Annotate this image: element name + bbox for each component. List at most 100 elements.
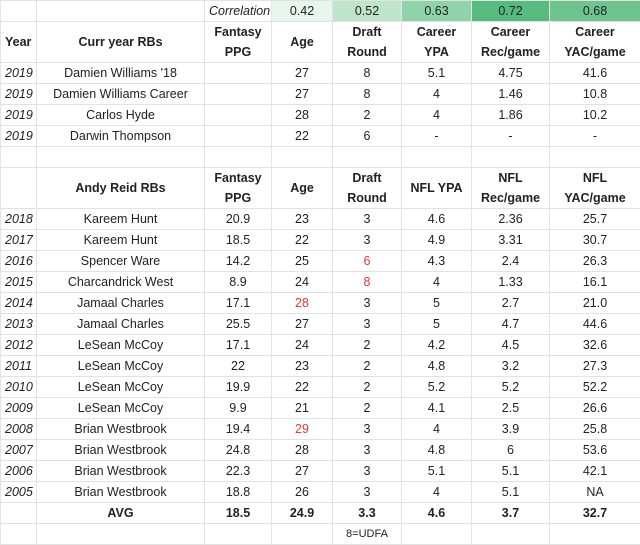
ppg-cell[interactable]: 8.9: [205, 272, 272, 293]
age-cell[interactable]: 29: [272, 419, 333, 440]
draft-round-cell[interactable]: 6: [333, 251, 402, 272]
empty-cell[interactable]: [472, 524, 550, 545]
draft-round-cell[interactable]: 3: [333, 440, 402, 461]
player-name-cell[interactable]: LeSean McCoy: [37, 398, 205, 419]
average-round-cell[interactable]: 3.3: [333, 503, 402, 524]
draft-round-cell[interactable]: 3: [333, 230, 402, 251]
draft-round-cell[interactable]: 2: [333, 105, 402, 126]
empty-cell[interactable]: [1, 524, 37, 545]
draft-round-cell[interactable]: 8: [333, 63, 402, 84]
player-name-cell[interactable]: Kareem Hunt: [37, 230, 205, 251]
column-header[interactable]: NFL YPA: [402, 168, 472, 209]
player-name-cell[interactable]: Kareem Hunt: [37, 209, 205, 230]
yac-per-game-cell[interactable]: 25.7: [550, 209, 640, 230]
age-cell[interactable]: 27: [272, 84, 333, 105]
empty-cell[interactable]: [37, 1, 205, 22]
draft-round-cell[interactable]: 3: [333, 461, 402, 482]
age-cell[interactable]: 22: [272, 230, 333, 251]
empty-cell[interactable]: [37, 524, 205, 545]
ypa-cell[interactable]: 4.9: [402, 230, 472, 251]
ypa-cell[interactable]: 4.6: [402, 209, 472, 230]
empty-cell[interactable]: [402, 524, 472, 545]
draft-round-cell[interactable]: 8: [333, 84, 402, 105]
ppg-cell[interactable]: [205, 63, 272, 84]
age-cell[interactable]: 25: [272, 251, 333, 272]
player-name-cell[interactable]: LeSean McCoy: [37, 377, 205, 398]
rec-per-game-cell[interactable]: 4.7: [472, 314, 550, 335]
yac-per-game-cell[interactable]: 44.6: [550, 314, 640, 335]
empty-cell[interactable]: [550, 147, 640, 168]
year-header[interactable]: [1, 168, 37, 209]
empty-cell[interactable]: [205, 147, 272, 168]
ypa-cell[interactable]: 4.1: [402, 398, 472, 419]
section-title[interactable]: Curr year RBs: [37, 22, 205, 63]
yac-per-game-cell[interactable]: 21.0: [550, 293, 640, 314]
year-cell[interactable]: 2013: [1, 314, 37, 335]
year-cell[interactable]: 2006: [1, 461, 37, 482]
yac-per-game-cell[interactable]: 10.8: [550, 84, 640, 105]
rec-per-game-cell[interactable]: 2.4: [472, 251, 550, 272]
player-name-cell[interactable]: Brian Westbrook: [37, 461, 205, 482]
draft-round-cell[interactable]: 2: [333, 335, 402, 356]
cell[interactable]: [1, 1, 37, 22]
year-cell[interactable]: 2017: [1, 230, 37, 251]
player-name-cell[interactable]: Brian Westbrook: [37, 419, 205, 440]
yac-per-game-cell[interactable]: 52.2: [550, 377, 640, 398]
draft-round-cell[interactable]: 6: [333, 126, 402, 147]
age-cell[interactable]: 27: [272, 63, 333, 84]
yac-per-game-cell[interactable]: 32.6: [550, 335, 640, 356]
player-name-cell[interactable]: Darwin Thompson: [37, 126, 205, 147]
ypa-cell[interactable]: 4: [402, 272, 472, 293]
player-name-cell[interactable]: Jamaal Charles: [37, 293, 205, 314]
draft-round-cell[interactable]: 3: [333, 293, 402, 314]
year-cell[interactable]: 2019: [1, 84, 37, 105]
draft-round-cell[interactable]: 8: [333, 272, 402, 293]
year-cell[interactable]: 2008: [1, 419, 37, 440]
ppg-cell[interactable]: [205, 105, 272, 126]
ppg-cell[interactable]: 24.8: [205, 440, 272, 461]
yac-per-game-cell[interactable]: 27.3: [550, 356, 640, 377]
udfa-note[interactable]: 8=UDFA: [333, 524, 402, 545]
yac-per-game-cell[interactable]: 42.1: [550, 461, 640, 482]
age-cell[interactable]: 28: [272, 440, 333, 461]
age-cell[interactable]: 24: [272, 272, 333, 293]
rec-per-game-cell[interactable]: 5.2: [472, 377, 550, 398]
rec-per-game-cell[interactable]: 4.5: [472, 335, 550, 356]
draft-round-cell[interactable]: 3: [333, 209, 402, 230]
player-name-cell[interactable]: Carlos Hyde: [37, 105, 205, 126]
draft-round-cell[interactable]: 2: [333, 356, 402, 377]
year-cell[interactable]: 2014: [1, 293, 37, 314]
ypa-cell[interactable]: 5.1: [402, 461, 472, 482]
ppg-cell[interactable]: 9.9: [205, 398, 272, 419]
ppg-cell[interactable]: 22.3: [205, 461, 272, 482]
rec-per-game-cell[interactable]: 1.46: [472, 84, 550, 105]
ppg-cell[interactable]: 22: [205, 356, 272, 377]
player-name-cell[interactable]: Spencer Ware: [37, 251, 205, 272]
ypa-cell[interactable]: -: [402, 126, 472, 147]
age-cell[interactable]: 23: [272, 209, 333, 230]
ypa-cell[interactable]: 5.1: [402, 63, 472, 84]
ypa-cell[interactable]: 4.8: [402, 440, 472, 461]
player-name-cell[interactable]: Damien Williams Career: [37, 84, 205, 105]
yac-per-game-cell[interactable]: 10.2: [550, 105, 640, 126]
ppg-cell[interactable]: 19.9: [205, 377, 272, 398]
yac-per-game-cell[interactable]: -: [550, 126, 640, 147]
age-cell[interactable]: 27: [272, 461, 333, 482]
age-cell[interactable]: 26: [272, 482, 333, 503]
age-cell[interactable]: 24: [272, 335, 333, 356]
rec-per-game-cell[interactable]: 2.7: [472, 293, 550, 314]
draft-round-cell[interactable]: 3: [333, 419, 402, 440]
player-name-cell[interactable]: Brian Westbrook: [37, 440, 205, 461]
empty-cell[interactable]: [1, 503, 37, 524]
yac-per-game-cell[interactable]: 16.1: [550, 272, 640, 293]
year-cell[interactable]: 2019: [1, 63, 37, 84]
ypa-cell[interactable]: 4: [402, 482, 472, 503]
year-cell[interactable]: 2015: [1, 272, 37, 293]
age-cell[interactable]: 28: [272, 105, 333, 126]
year-cell[interactable]: 2005: [1, 482, 37, 503]
